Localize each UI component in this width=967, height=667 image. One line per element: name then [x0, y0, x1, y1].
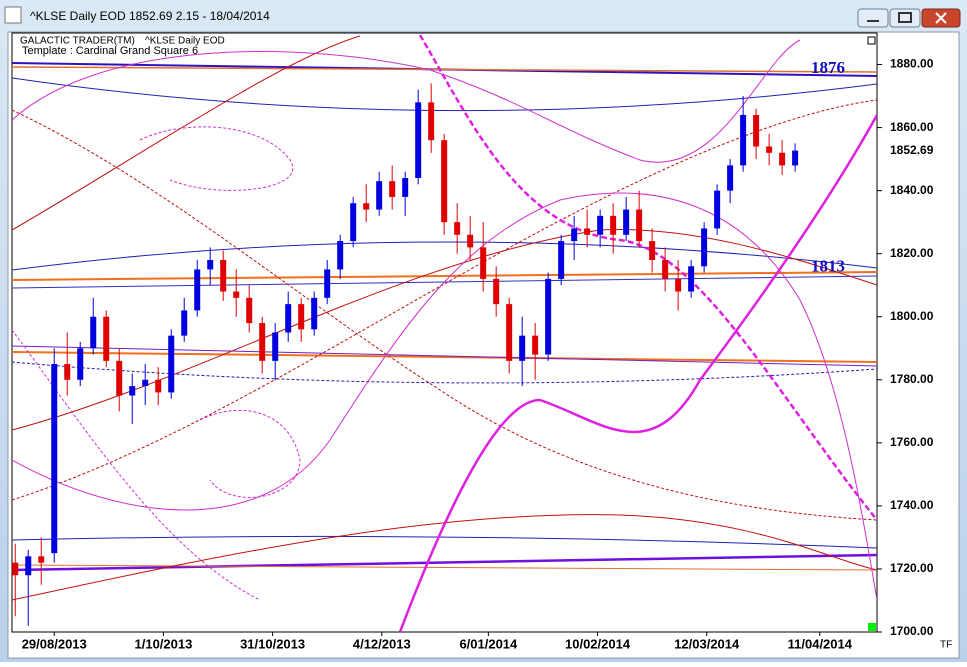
y-tick-label: 1860.00 [890, 120, 934, 134]
candle-body [740, 114, 747, 166]
candle-body [376, 181, 383, 210]
x-tick-label: 29/08/2013 [22, 636, 87, 651]
y-tick-label: 1840.00 [890, 183, 934, 197]
candle-body [441, 140, 448, 223]
candle-body [142, 379, 149, 387]
candle-body [779, 152, 786, 166]
candle-body [610, 215, 617, 235]
candle-body [363, 203, 370, 210]
y-tick-label: 1880.00 [890, 57, 934, 71]
candle-body [532, 335, 539, 355]
candle-body [571, 228, 578, 242]
plot-area [11, 32, 878, 633]
header-left: GALACTIC TRADER(TM) [20, 36, 135, 47]
candle-body [636, 209, 643, 242]
x-tick-label: 11/04/2014 [788, 636, 853, 651]
candle-body [766, 146, 773, 153]
candle-body [272, 332, 279, 361]
y-tick-label: 1780.00 [890, 372, 934, 386]
x-tick-label: 10/02/2014 [565, 636, 631, 651]
app-icon [4, 6, 22, 24]
candle-body [649, 241, 656, 260]
corner-label: TF [940, 640, 952, 651]
candle-body [51, 364, 58, 554]
candle-body [77, 348, 84, 380]
candle-body [350, 203, 357, 242]
corner-box [868, 623, 876, 631]
header-right: ^KLSE Daily EOD [145, 36, 225, 47]
y-tick-label: 1740.00 [890, 498, 934, 512]
candles [12, 83, 799, 626]
candle-body [545, 278, 552, 355]
candle-body [675, 278, 682, 292]
candle-body [298, 304, 305, 330]
candle-body [12, 562, 19, 576]
candle-body [285, 304, 292, 333]
candle-body [103, 316, 110, 361]
candle-body [688, 266, 695, 292]
candle-body [454, 222, 461, 235]
candle-body [220, 259, 227, 292]
candle-body [402, 178, 409, 197]
candle-body [64, 364, 71, 380]
candle-body [389, 181, 396, 197]
template-label: Template : Cardinal Grand Square 6 [22, 45, 198, 57]
candle-body [25, 556, 32, 576]
candle-body [207, 259, 214, 270]
candle-body [38, 556, 45, 563]
x-tick-label: 6/01/2014 [459, 636, 518, 651]
candle-body [480, 247, 487, 279]
candle-body [714, 190, 721, 229]
minimize-button[interactable] [857, 8, 889, 28]
candle-body [753, 114, 760, 147]
candle-body [662, 259, 669, 279]
y-tick-label: 1820.00 [890, 246, 934, 260]
x-tick-label: 4/12/2013 [353, 636, 411, 651]
candle-body [519, 335, 526, 361]
candle-body [506, 304, 513, 361]
candle-body [155, 379, 162, 393]
window-title: ^KLSE Daily EOD 1852.69 2.15 - 18/04/201… [30, 9, 270, 23]
y-tick-label: 1760.00 [890, 435, 934, 449]
candle-body [467, 234, 474, 248]
last-price-label: 1852.69 [890, 143, 934, 157]
window-buttons[interactable] [857, 8, 961, 28]
y-tick-label: 1700.00 [890, 624, 934, 638]
x-tick-label: 1/10/2013 [135, 636, 193, 651]
candle-body [194, 269, 201, 311]
candle-body [792, 150, 799, 166]
candle-body [311, 297, 318, 330]
candle-body [415, 102, 422, 179]
candle-body [259, 323, 266, 361]
level-label: 1813 [811, 257, 845, 276]
candle-body [168, 335, 175, 393]
corner-box [867, 36, 876, 45]
candle-body [233, 291, 240, 298]
candle-body [337, 241, 344, 270]
maximize-button[interactable] [889, 8, 921, 28]
candle-body [181, 310, 188, 336]
candle-body [324, 269, 331, 298]
candle-body [701, 228, 708, 267]
candle-body [597, 215, 604, 235]
candle-body [584, 228, 591, 235]
y-tick-label: 1720.00 [890, 561, 934, 575]
candle-body [493, 278, 500, 305]
candle-body [623, 209, 630, 235]
candle-body [246, 297, 253, 324]
overlay-curves [12, 34, 877, 632]
level-label: 1876 [811, 58, 845, 77]
x-tick-label: 31/10/2013 [240, 636, 305, 651]
candle-body [727, 165, 734, 191]
candle-body [558, 241, 565, 279]
y-tick-label: 1800.00 [890, 309, 934, 323]
candle-body [116, 360, 123, 396]
x-tick-label: 12/03/2014 [674, 636, 740, 651]
candle-body [90, 316, 97, 349]
candle-body [129, 386, 136, 396]
candle-body [428, 102, 435, 141]
